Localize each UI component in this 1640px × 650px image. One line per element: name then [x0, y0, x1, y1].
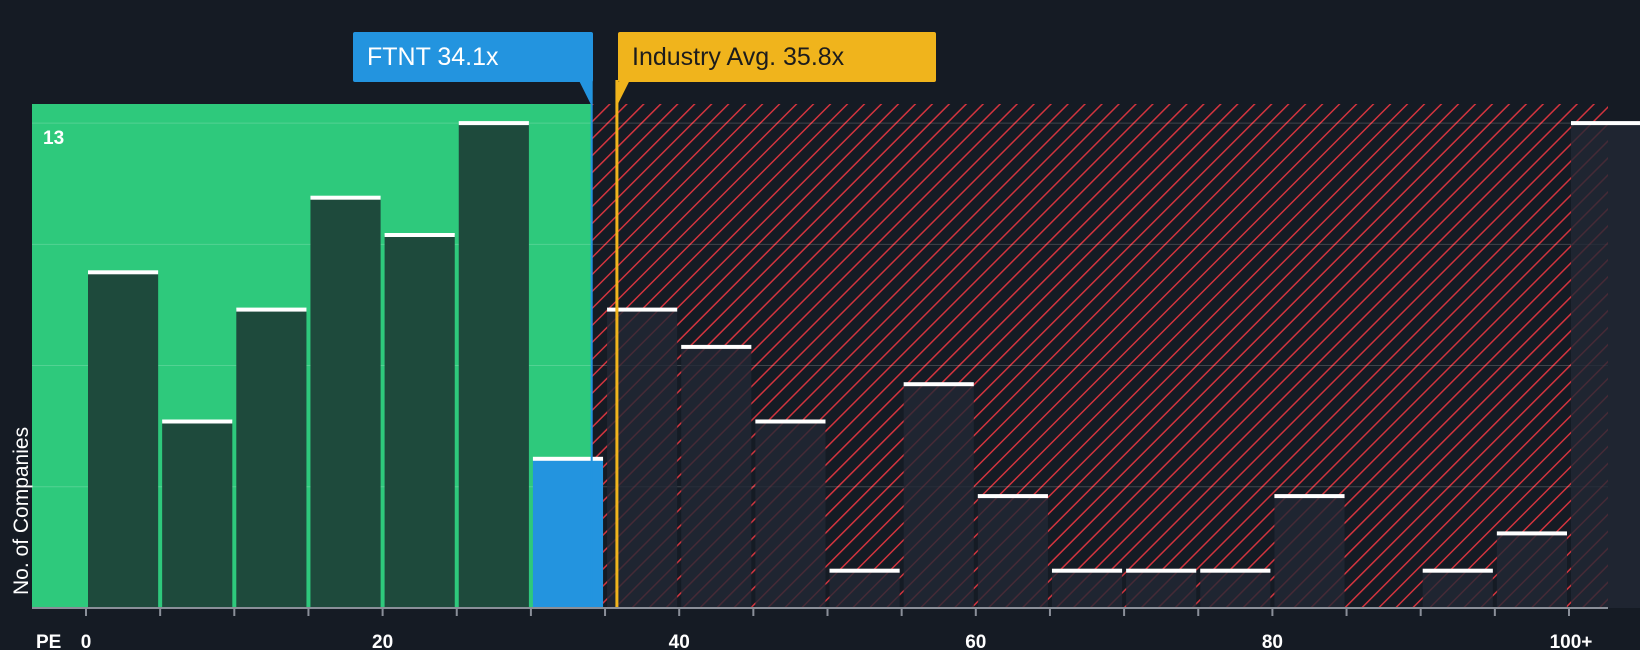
- x-tick-label: 80: [1262, 632, 1283, 650]
- x-tick-label: 100+: [1550, 632, 1593, 650]
- bar: [829, 570, 900, 608]
- bar: [1422, 570, 1493, 608]
- bar: [607, 309, 678, 608]
- bar: [384, 235, 455, 608]
- bar: [755, 421, 826, 608]
- bar-cap: [755, 419, 826, 424]
- bar: [977, 496, 1048, 608]
- bar: [1274, 496, 1345, 608]
- bars: [88, 121, 1640, 608]
- bar: [1200, 570, 1271, 608]
- bar-cap: [1051, 568, 1123, 573]
- bar-cap: [162, 419, 233, 424]
- bar: [458, 123, 529, 608]
- bar: [903, 384, 974, 608]
- bar-cap: [384, 233, 455, 237]
- y-tick-label: 13: [43, 128, 64, 149]
- bar-cap: [903, 382, 974, 387]
- bar: [681, 346, 752, 608]
- bar: [88, 272, 159, 608]
- bar-cap: [236, 307, 307, 312]
- industry-avg-label: Industry Avg. 35.8x: [618, 32, 936, 82]
- x-tick-label: 40: [669, 632, 690, 650]
- bar-cap: [1496, 531, 1567, 536]
- bar-cap: [829, 568, 900, 573]
- industry-label-pointer: [616, 82, 629, 106]
- bar-cap: [532, 456, 604, 461]
- bar-cap: [1422, 568, 1493, 573]
- y-axis-label: No. of Companies: [10, 426, 33, 595]
- bar-cap: [607, 307, 678, 312]
- bar: [236, 309, 307, 608]
- bar-cap: [1571, 121, 1640, 126]
- bar: [1051, 570, 1123, 608]
- bar-cap: [1200, 568, 1271, 573]
- bar-cap: [1126, 568, 1197, 573]
- x-tick-label: 60: [965, 632, 986, 650]
- x-tick-label: 0: [81, 632, 92, 650]
- bar: [1496, 533, 1567, 608]
- bar-cap: [458, 121, 529, 126]
- bar: [310, 197, 381, 608]
- bar-cap: [977, 494, 1048, 499]
- bar-cap: [681, 344, 752, 349]
- bar-cap: [1274, 494, 1345, 499]
- bar: [162, 421, 233, 608]
- company-pe-label: FTNT 34.1x: [353, 32, 593, 82]
- x-axis-label: PE: [36, 632, 61, 650]
- bar-cap: [310, 195, 381, 200]
- x-axis-ticks: 0 20 40 60 80 100+: [81, 608, 1593, 650]
- bar: [1126, 570, 1197, 608]
- x-tick-label: 20: [372, 632, 393, 650]
- bar: [1571, 123, 1640, 608]
- company-label-pointer: [579, 82, 592, 106]
- bar-cap: [88, 270, 159, 275]
